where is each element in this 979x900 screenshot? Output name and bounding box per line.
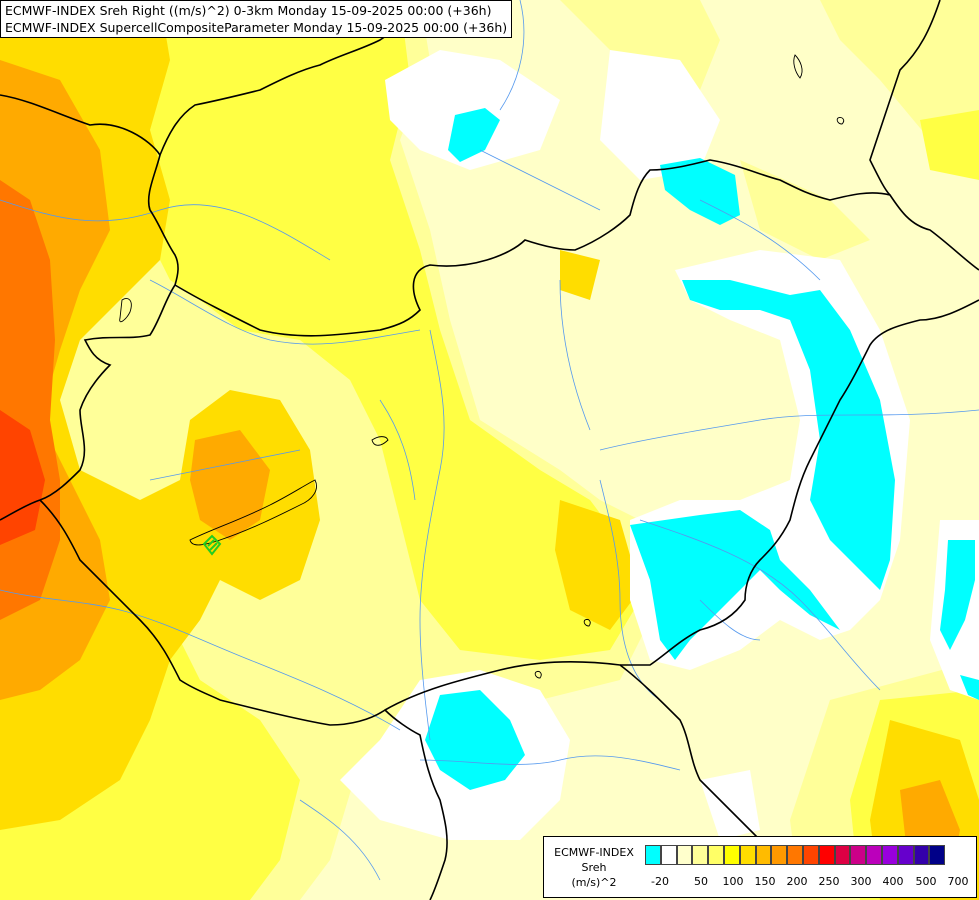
title-line-1: ECMWF-INDEX Sreh Right ((m/s)^2) 0-3km M… [5, 3, 492, 18]
legend-tick-label: 500 [915, 875, 937, 888]
legend-swatch [913, 845, 930, 865]
legend-tick-label: 250 [818, 875, 840, 888]
legend-swatch [676, 845, 693, 865]
legend-swatch [866, 845, 882, 865]
legend-swatch [802, 845, 819, 865]
legend-label-line-3: (m/s)^2 [571, 876, 617, 889]
title-line-2: ECMWF-INDEX SupercellCompositeParameter … [5, 20, 508, 35]
map-title-box: ECMWF-INDEX Sreh Right ((m/s)^2) 0-3km M… [0, 0, 513, 38]
legend-swatch [645, 845, 661, 865]
legend-label: ECMWF-INDEX Sreh (m/s)^2 [548, 845, 640, 890]
legend-tick-label: 200 [786, 875, 808, 888]
legend-tick-label: 50 [694, 875, 708, 888]
legend-tick-label: 700 [947, 875, 969, 888]
legend-swatch [881, 845, 898, 865]
lakes [119, 54, 845, 679]
legend-swatch [787, 845, 803, 865]
legend-tick-label: 150 [754, 875, 776, 888]
color-legend: ECMWF-INDEX Sreh (m/s)^2 -20 50 100 150 200 2… [543, 836, 977, 898]
legend-swatch [850, 845, 867, 865]
legend-tick-label: 400 [882, 875, 904, 888]
legend-swatch [771, 845, 788, 865]
legend-ticks: -20 50 100 150 200 250 300 400 500 700 [645, 875, 975, 889]
legend-swatch [755, 845, 772, 865]
legend-tick-label: 300 [850, 875, 872, 888]
legend-swatch [739, 845, 756, 865]
legend-swatch [818, 845, 835, 865]
legend-swatch [692, 845, 709, 865]
legend-label-line-2: Sreh [581, 861, 607, 874]
legend-swatch [834, 845, 851, 865]
scp-marker [202, 534, 222, 556]
legend-swatch [929, 845, 946, 865]
legend-label-line-1: ECMWF-INDEX [554, 846, 634, 859]
legend-swatch [708, 845, 724, 865]
legend-swatch [723, 845, 740, 865]
legend-swatch [660, 845, 677, 865]
legend-tick-label: -20 [651, 875, 669, 888]
lake-balaton [189, 479, 317, 546]
legend-tick-label: 100 [722, 875, 744, 888]
sreh-red-orange-core [0, 410, 45, 545]
sreh-cyan-field [425, 108, 979, 790]
rivers [0, 0, 979, 881]
legend-swatch [897, 845, 914, 865]
legend-swatches [645, 845, 946, 865]
